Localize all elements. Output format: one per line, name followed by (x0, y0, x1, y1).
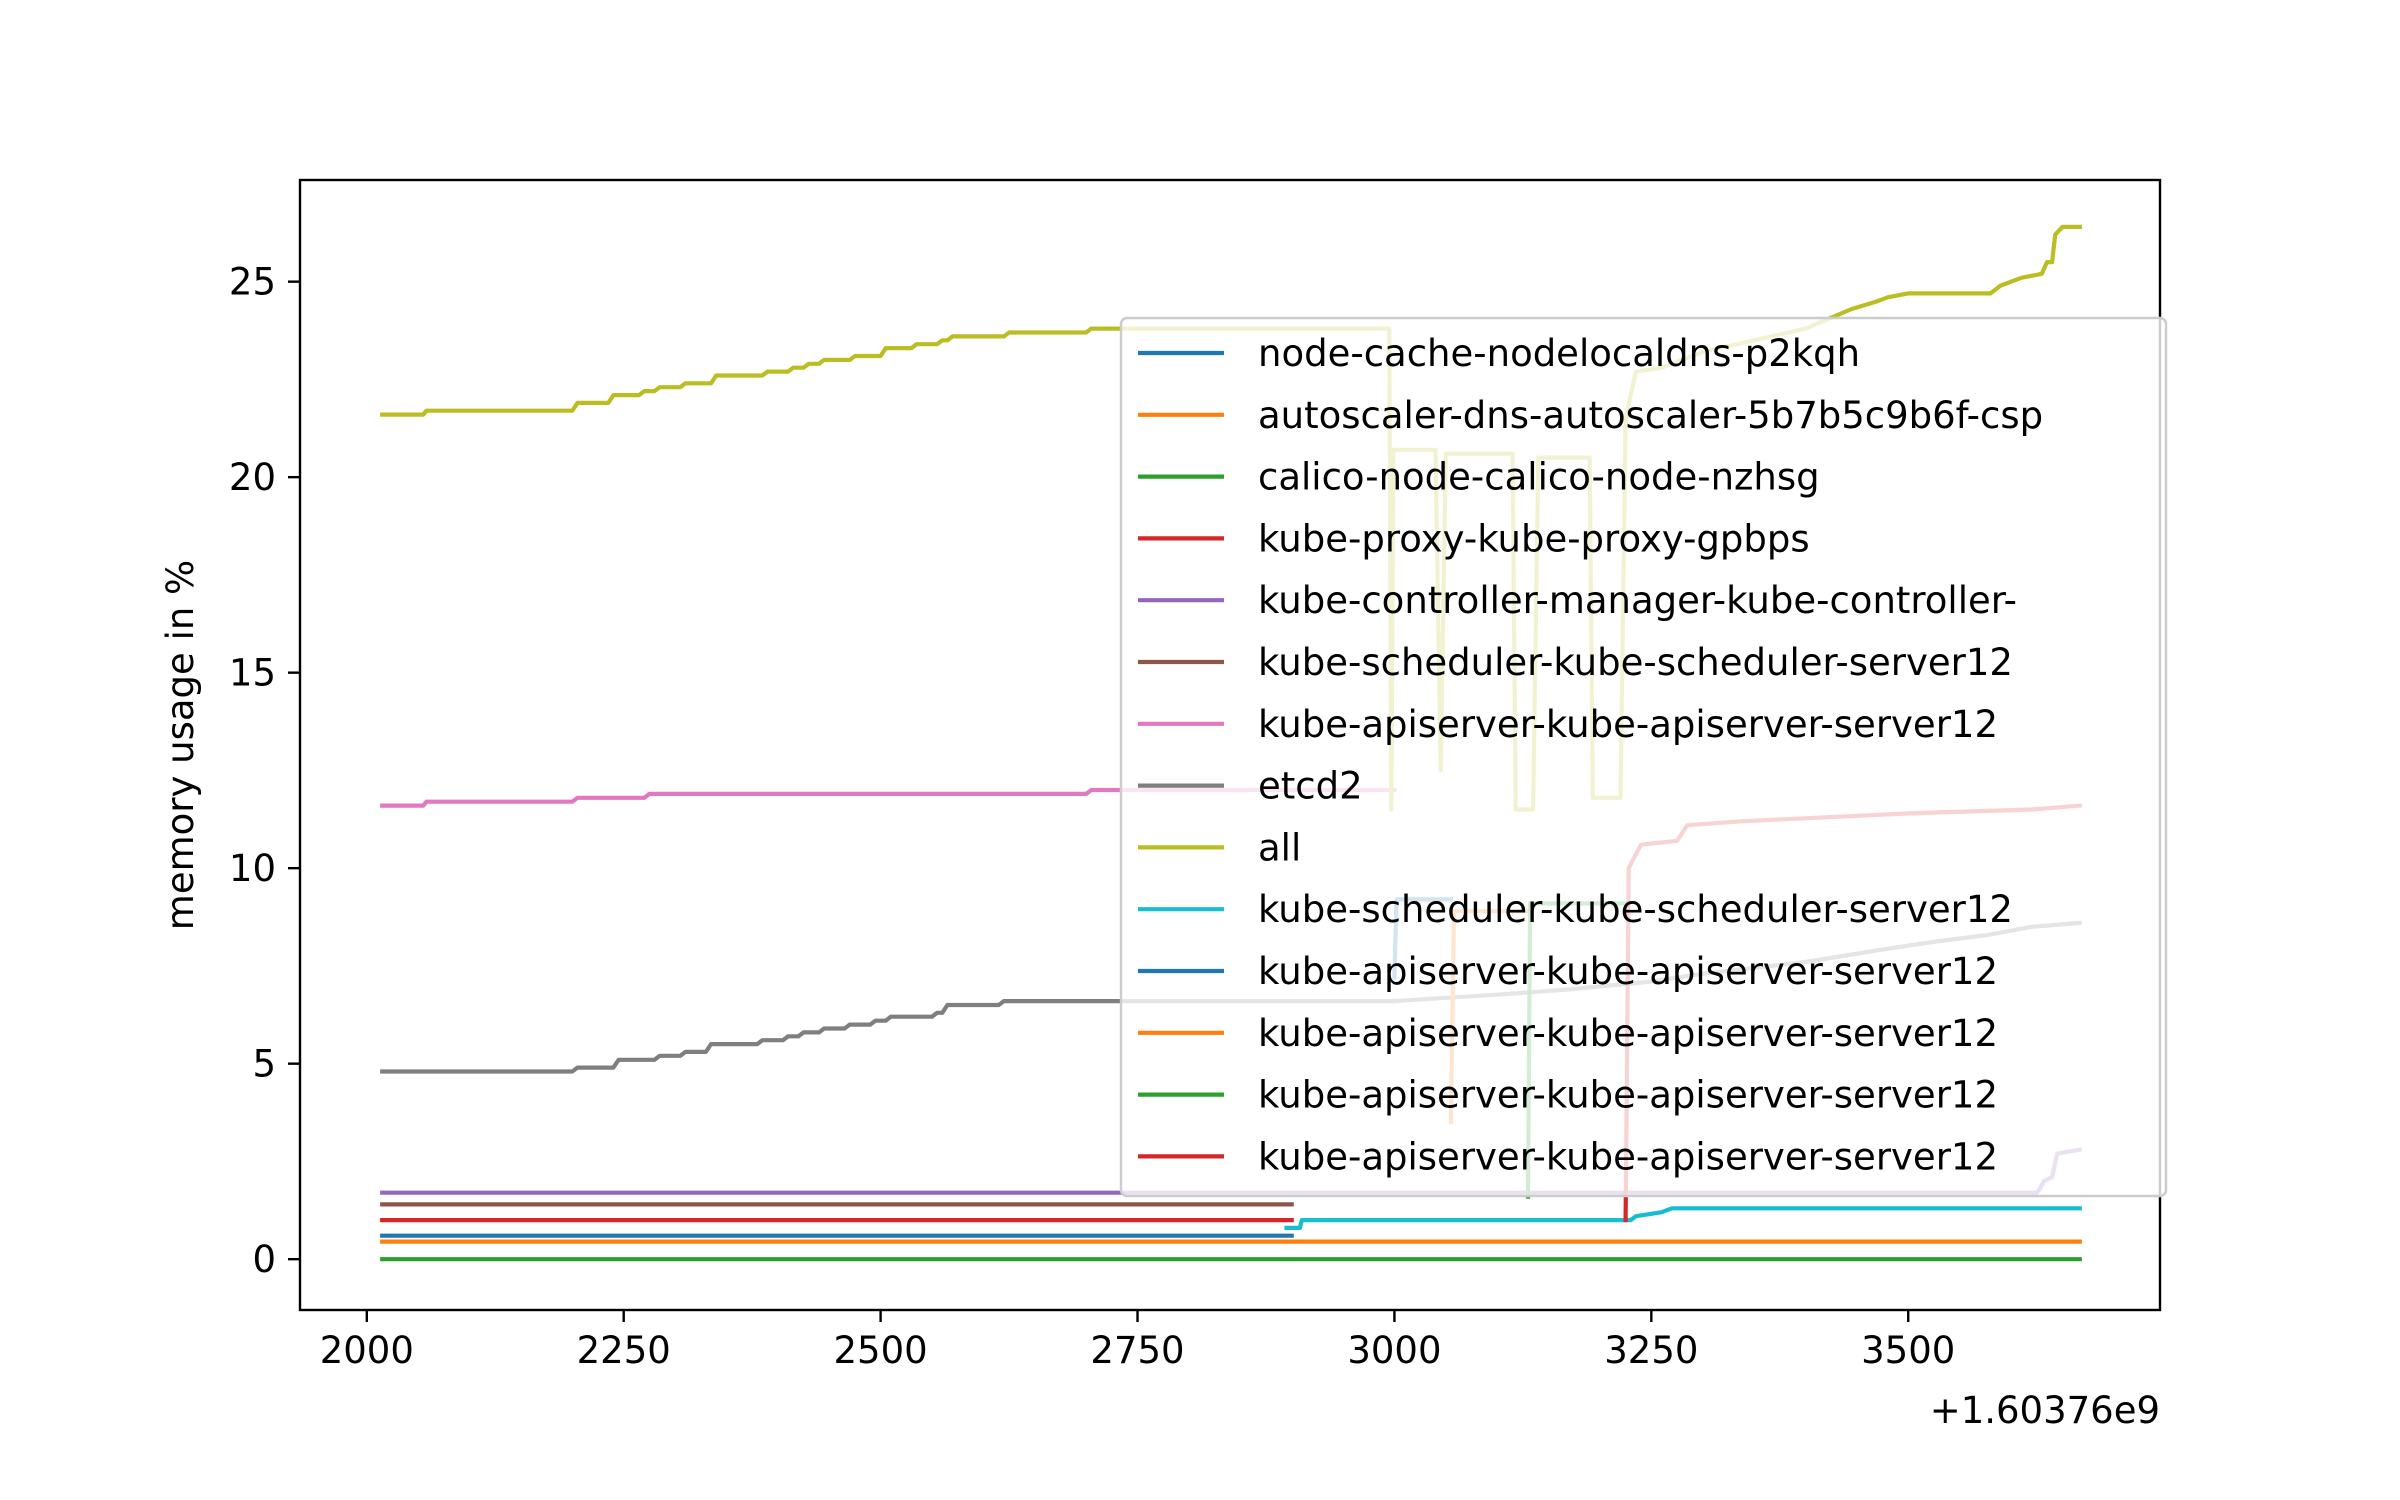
legend-label: calico-node-calico-node-nzhsg (1258, 456, 1820, 499)
legend-label: kube-apiserver-kube-apiserver-server12 (1258, 1135, 1998, 1178)
x-tick-label: 2250 (577, 1329, 671, 1372)
y-tick-label: 15 (229, 652, 276, 695)
legend-label: kube-apiserver-kube-apiserver-server12 (1258, 703, 1998, 746)
x-axis: 2000 2250 2500 2750 3000 3250 3500 (320, 1310, 1955, 1372)
series-line-7-kube-apiserver-kube-apiserver-server12 (380, 787, 1397, 808)
y-axis: 0 5 10 15 20 25 (229, 261, 300, 1281)
series-line-9-all (380, 224, 2082, 812)
legend-label: kube-apiserver-kube-apiserver-server12 (1258, 1074, 1998, 1117)
legend-label: etcd2 (1258, 765, 1363, 808)
legend-label: autoscaler-dns-autoscaler-5b7b5c9b6f-csp (1258, 394, 2043, 437)
y-tick-label: 5 (252, 1043, 276, 1086)
y-tick-label: 0 (252, 1238, 276, 1281)
x-tick-label: 2750 (1090, 1329, 1184, 1372)
y-tick-label: 25 (229, 261, 276, 304)
legend-box (1119, 316, 2168, 1198)
legend-label: kube-apiserver-kube-apiserver-server12 (1258, 950, 1998, 993)
legend-label: kube-apiserver-kube-apiserver-server12 (1258, 1012, 1998, 1055)
x-tick-label: 3500 (1861, 1329, 1955, 1372)
x-tick-label: 2500 (834, 1329, 928, 1372)
legend-label: kube-proxy-kube-proxy-gpbps (1258, 517, 1810, 560)
legend-label: kube-controller-manager-kube-controller- (1258, 579, 2017, 622)
legend: node-cache-nodelocaldns-p2kqh autoscaler-… (1119, 316, 2168, 1198)
legend-label: all (1258, 826, 1301, 869)
y-tick-label: 10 (229, 847, 276, 890)
y-axis-label: memory usage in % (159, 560, 202, 930)
series-line-10-kube-scheduler-kube-scheduler-server12 (1284, 1206, 2082, 1230)
legend-label: kube-scheduler-kube-scheduler-server12 (1258, 888, 2013, 931)
legend-label: node-cache-nodelocaldns-p2kqh (1258, 332, 1860, 375)
x-tick-label: 3000 (1347, 1329, 1441, 1372)
x-tick-label: 2000 (320, 1329, 414, 1372)
y-tick-label: 20 (229, 456, 276, 499)
x-axis-offset-label: +1.60376e9 (1930, 1389, 2160, 1432)
x-tick-label: 3250 (1604, 1329, 1698, 1372)
legend-label: kube-scheduler-kube-scheduler-server12 (1258, 641, 2013, 684)
